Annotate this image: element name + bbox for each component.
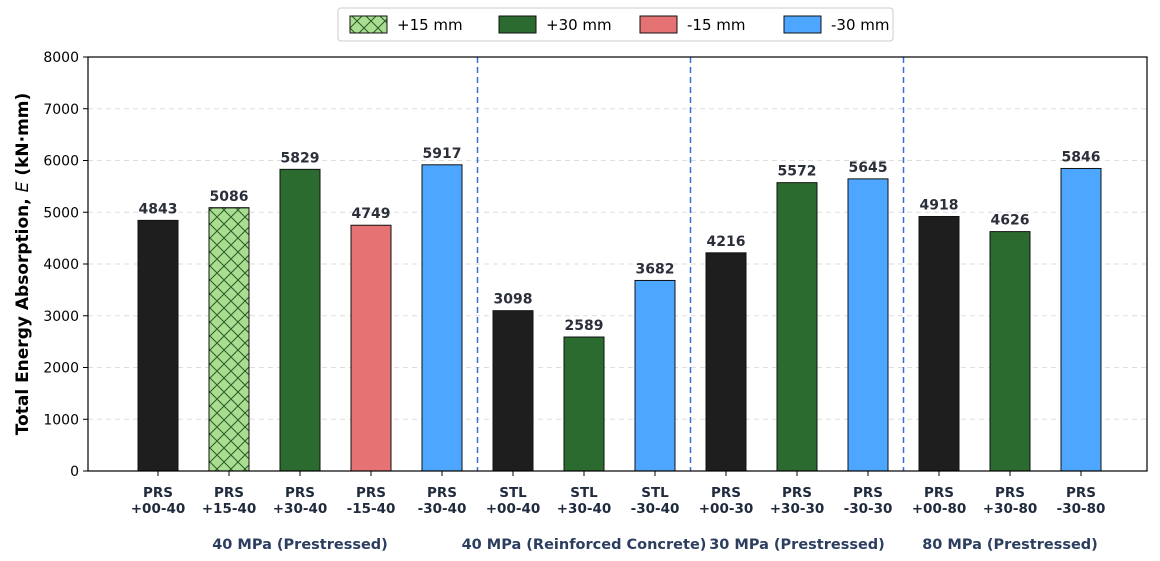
x-tick-label-line1: PRS <box>995 485 1025 501</box>
x-tick-label-line1: PRS <box>853 485 883 501</box>
x-tick-label-line2: -15-40 <box>347 501 396 517</box>
bar <box>847 178 889 472</box>
group-separators <box>476 57 905 471</box>
group-label: 30 MPa (Prestressed) <box>709 537 885 553</box>
x-tick-label-line1: PRS <box>427 485 457 501</box>
bar <box>350 224 392 472</box>
value-label: 4626 <box>991 213 1030 229</box>
x-tick-label-line1: PRS <box>285 485 315 501</box>
bar-hatch <box>208 207 250 472</box>
x-tick-label-line2: -30-80 <box>1057 501 1106 517</box>
bar <box>279 168 321 472</box>
group-label: 40 MPa (Reinforced Concrete) <box>462 537 707 553</box>
y-tick-label: 4000 <box>43 257 79 273</box>
x-tick-label-line2: -30-40 <box>631 501 680 517</box>
value-label: 5829 <box>281 150 320 166</box>
value-label: 2589 <box>565 318 604 334</box>
group-label: 40 MPa (Prestressed) <box>212 537 388 553</box>
value-label: 5086 <box>210 189 249 205</box>
value-label: 3682 <box>636 261 675 277</box>
value-label: 5572 <box>778 164 817 180</box>
value-label: 5917 <box>423 146 462 162</box>
bar <box>137 219 179 472</box>
legend-swatch-hatch <box>349 15 388 34</box>
y-axis-ticks: 0 1000 2000 3000 4000 5000 6000 7000 8000 <box>43 50 88 480</box>
bar <box>1060 167 1102 472</box>
x-tick-label-line1: PRS <box>924 485 954 501</box>
legend: +15 mm +30 mm -15 mm -30 mm <box>337 7 894 42</box>
y-tick-label: 1000 <box>43 412 79 428</box>
x-tick-label-line2: -30-40 <box>418 501 467 517</box>
x-tick-label-line1: STL <box>570 485 598 501</box>
x-tick-label-line2: +00-30 <box>699 501 754 517</box>
x-tick-label-line2: +30-40 <box>273 501 328 517</box>
group-labels: 40 MPa (Prestressed) 40 MPa (Reinforced C… <box>212 537 1098 553</box>
legend-swatch <box>783 15 822 34</box>
x-tick-label-line1: PRS <box>782 485 812 501</box>
x-tick-label-line2: +15-40 <box>202 501 257 517</box>
value-label: 5846 <box>1062 149 1101 165</box>
y-tick-label: 3000 <box>43 309 79 325</box>
x-tick-label-line2: +00-80 <box>912 501 967 517</box>
value-label: 4843 <box>139 201 178 217</box>
y-tick-label: 2000 <box>43 361 79 377</box>
x-tick-label-line1: PRS <box>1066 485 1096 501</box>
y-tick-label: 0 <box>70 464 79 480</box>
x-tick-label-line1: STL <box>641 485 669 501</box>
legend-frame <box>337 7 894 42</box>
bar <box>918 215 960 472</box>
value-label: 4216 <box>707 234 746 250</box>
x-axis-category-labels: PRS+00-40PRS+15-40PRS+30-40PRS-15-40PRS-… <box>131 471 1106 517</box>
y-tick-label: 5000 <box>43 205 79 221</box>
legend-swatch <box>639 15 678 34</box>
bar <box>989 231 1031 472</box>
value-labels: 4843 5086 5829 4749 5917 3098 2589 3682 4216 5572… <box>139 146 1101 334</box>
value-label: 4749 <box>352 206 391 222</box>
value-label: 4918 <box>920 197 959 213</box>
value-label: 5645 <box>849 160 888 176</box>
x-tick-label-line1: PRS <box>143 485 173 501</box>
bar <box>705 252 747 472</box>
y-tick-label: 6000 <box>43 154 79 170</box>
legend-entry-label: -15 mm <box>687 16 746 34</box>
x-tick-label-line2: -30-30 <box>844 501 893 517</box>
y-tick-label: 7000 <box>43 102 79 118</box>
bar <box>492 310 534 472</box>
x-tick-label-line2: +30-40 <box>557 501 612 517</box>
bar <box>421 164 463 472</box>
x-tick-label-line2: +00-40 <box>131 501 186 517</box>
x-tick-label-line1: PRS <box>214 485 244 501</box>
x-tick-label-line2: +30-80 <box>983 501 1038 517</box>
x-tick-label-line1: PRS <box>711 485 741 501</box>
legend-entry-label: +15 mm <box>397 16 463 34</box>
y-tick-label: 8000 <box>43 50 79 66</box>
x-tick-label-line1: STL <box>499 485 527 501</box>
legend-swatch <box>498 15 537 34</box>
bar <box>634 279 676 472</box>
bars <box>137 164 1102 472</box>
x-tick-label-line1: PRS <box>356 485 386 501</box>
bar <box>563 336 605 472</box>
legend-entry-label: -30 mm <box>831 16 890 34</box>
value-label: 3098 <box>494 292 533 308</box>
gridlines <box>88 108 1147 420</box>
bar <box>776 182 818 472</box>
legend-entry-label: +30 mm <box>546 16 612 34</box>
x-tick-label-line2: +30-30 <box>770 501 825 517</box>
x-tick-label-line2: +00-40 <box>486 501 541 517</box>
y-axis-label: Total Energy Absorption, E (kN·mm) <box>13 93 33 436</box>
group-label: 80 MPa (Prestressed) <box>922 537 1098 553</box>
